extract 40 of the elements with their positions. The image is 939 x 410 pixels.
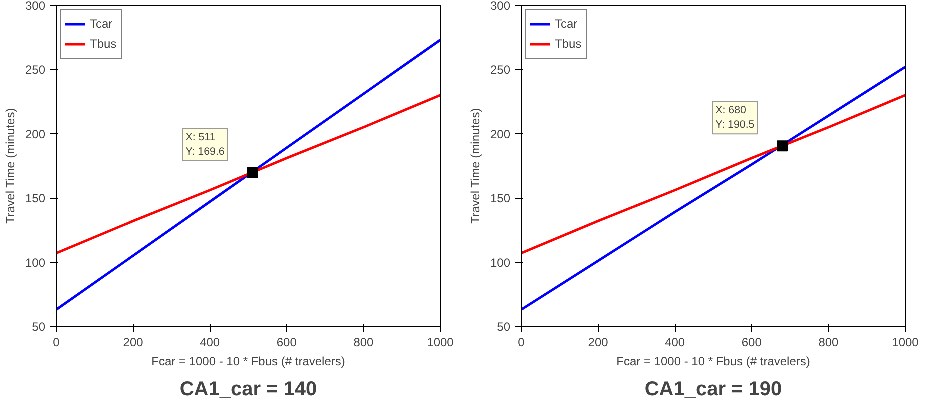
legend-label: Tcar xyxy=(90,17,113,31)
y-tick-label: 250 xyxy=(25,63,46,78)
x-axis-title: Fcar = 1000 - 10 * Fbus (# travelers) xyxy=(616,354,810,368)
y-tick-label: 200 xyxy=(490,127,511,142)
text: CA1_car = 140 xyxy=(180,378,318,400)
x-tick-label: 400 xyxy=(200,336,220,350)
x-tick-label: 0 xyxy=(53,336,60,350)
line-series xyxy=(56,94,440,255)
y-axis-title: Travel Time (minutes) xyxy=(468,108,482,224)
y-tick-label: 100 xyxy=(490,256,511,270)
x-tick-label: 1000 xyxy=(427,336,454,350)
x-tick-label: 1000 xyxy=(892,336,920,350)
y-tick-label: 300 xyxy=(490,0,511,13)
line-series xyxy=(522,94,906,255)
x-tick-label: 0 xyxy=(518,336,526,350)
y-tick-label: 100 xyxy=(25,256,46,270)
y-tick-label: 300 xyxy=(25,0,46,13)
legend-label: Tbus xyxy=(90,37,117,51)
y-tick-label: 50 xyxy=(32,320,46,334)
annotation: X: 511 Y: 169.6 xyxy=(186,132,225,158)
y-tick-label: 150 xyxy=(25,192,46,206)
y-axis-title: Travel Time (minutes) xyxy=(3,108,18,224)
annotation: X: 680 Y: 190.5 xyxy=(716,104,755,132)
x-tick-label: 200 xyxy=(123,336,144,350)
legend-label: Tbus xyxy=(555,37,582,51)
line-series xyxy=(522,66,906,312)
legend-label: Tcar xyxy=(555,17,578,31)
y-tick-label: 50 xyxy=(497,320,511,334)
text: CA1_car = 190 xyxy=(644,378,782,400)
line-series xyxy=(56,38,440,312)
y-tick-label: 150 xyxy=(490,192,511,206)
y-tick-label: 250 xyxy=(490,63,511,78)
x-tick-label: 400 xyxy=(665,336,686,350)
x-tick-label: 800 xyxy=(818,336,840,350)
x-tick-label: 600 xyxy=(276,336,298,350)
y-tick-label: 200 xyxy=(25,127,46,142)
x-axis-title: Fcar = 1000 - 10 * Fbus (# travelers) xyxy=(152,354,346,368)
x-tick-label: 800 xyxy=(354,336,374,350)
x-tick-label: 600 xyxy=(742,336,762,350)
x-tick-label: 200 xyxy=(588,336,609,350)
